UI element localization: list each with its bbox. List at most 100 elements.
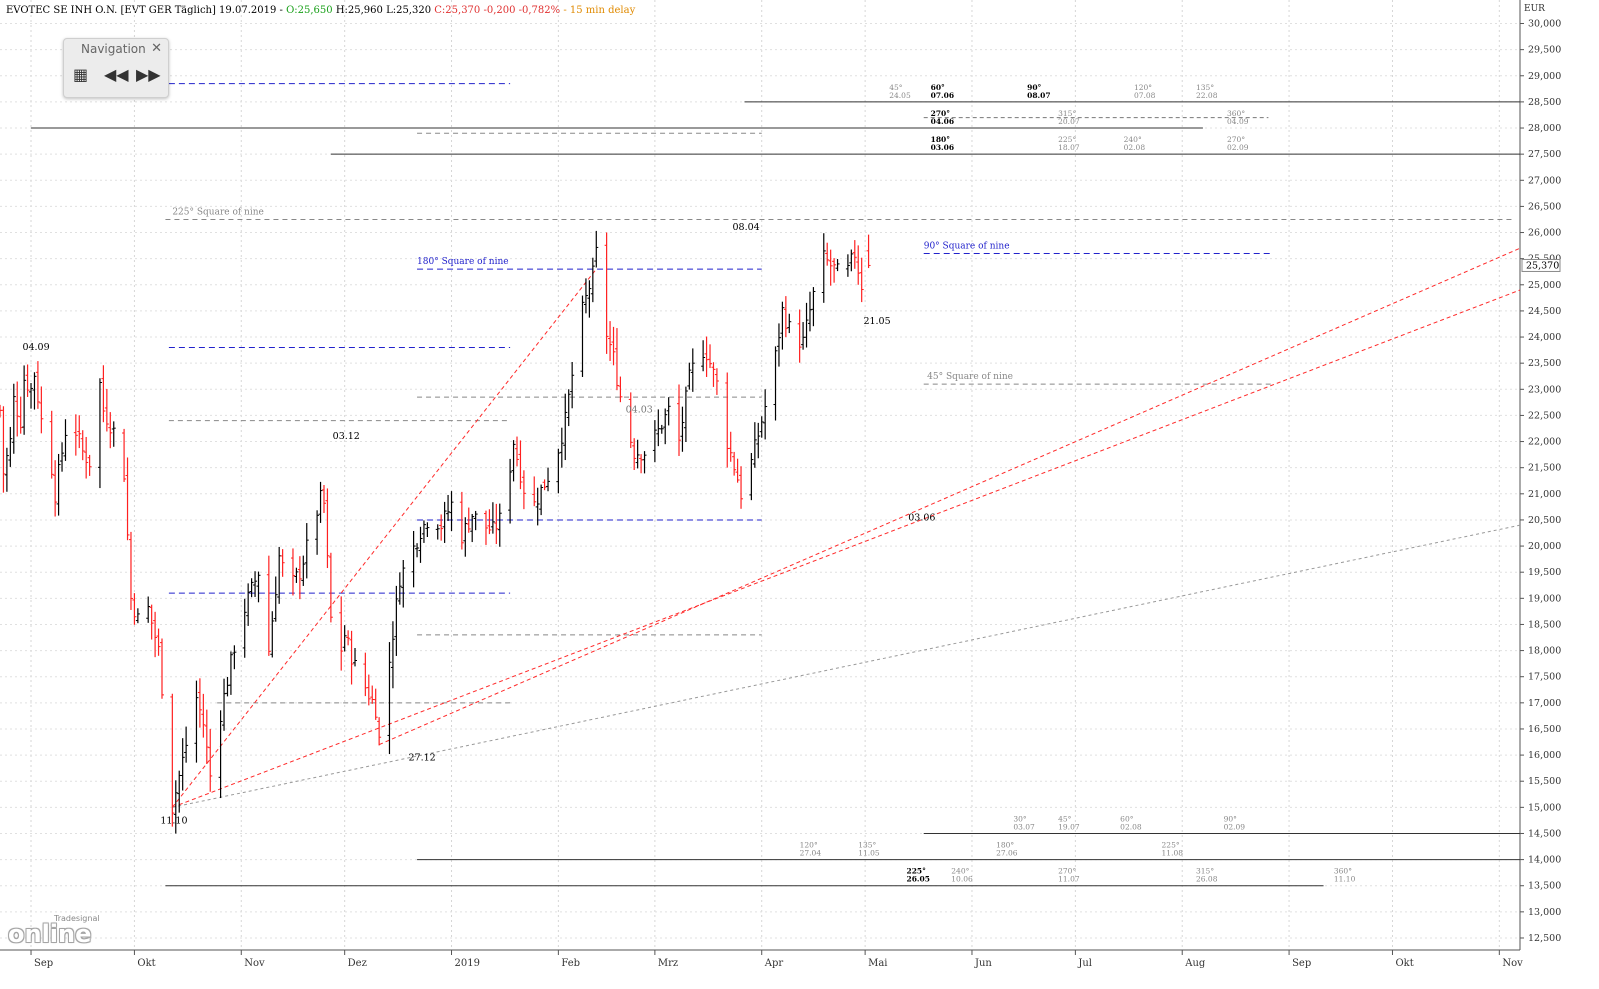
month-label: Sep — [1292, 958, 1311, 969]
price-bar — [104, 388, 109, 432]
price-bar — [497, 503, 502, 547]
month-label: Feb — [561, 958, 580, 969]
month-label: Okt — [1395, 958, 1413, 969]
price-bar — [535, 487, 540, 526]
price-bar — [559, 427, 564, 468]
month-label: Okt — [137, 958, 155, 969]
angle-degree-label: 45° — [889, 83, 903, 92]
price-bar — [425, 522, 430, 538]
price-bar — [73, 414, 78, 456]
angle-degree-label: 135° — [1196, 83, 1214, 92]
price-bar — [8, 426, 13, 467]
pivot-date-label: 11.10 — [160, 815, 187, 826]
navigation-panel[interactable]: Navigation ✕ ▦ ◀◀ ▶▶ — [63, 38, 169, 98]
price-bar — [421, 520, 426, 543]
angle-date-label: 02.08 — [1120, 822, 1142, 831]
price-label: 20,500 — [1528, 515, 1561, 526]
price-bar — [463, 517, 468, 557]
price-label: 28,500 — [1528, 97, 1561, 108]
angle-degree-label: 225° — [1162, 841, 1180, 850]
price-bar — [184, 726, 189, 763]
price-bar — [394, 585, 399, 656]
angle-date-label: 02.09 — [1227, 143, 1249, 152]
angle-degree-label: 240° — [1124, 135, 1142, 144]
price-bar — [832, 258, 837, 283]
rewind-icon[interactable]: ◀◀ — [104, 65, 129, 84]
price-bar — [556, 448, 561, 494]
price-bar — [466, 507, 471, 533]
price-bar — [15, 381, 20, 437]
fast-forward-icon[interactable]: ▶▶ — [136, 65, 161, 84]
close-icon[interactable]: ✕ — [151, 41, 162, 56]
price-bar — [856, 245, 861, 285]
price-label: 27,000 — [1528, 175, 1561, 186]
price-bar — [397, 572, 402, 605]
price-bar — [4, 447, 9, 492]
angle-date-label: 08.07 — [1027, 91, 1051, 100]
price-bar — [773, 346, 778, 421]
angle-date-label: 11.05 — [858, 849, 880, 858]
price-bar — [632, 438, 637, 470]
price-label: 30,000 — [1528, 19, 1561, 30]
price-bar — [663, 408, 668, 445]
price-bar — [511, 440, 516, 482]
high-low-price: H:25,960 L:25,320 — [335, 5, 432, 16]
angle-date-label: 03.07 — [1013, 822, 1035, 831]
price-bar — [459, 491, 464, 550]
price-label: 29,000 — [1528, 71, 1561, 82]
price-bar — [628, 392, 633, 449]
angle-degree-label: 60° — [1120, 814, 1134, 823]
angle-degree-label: 90° — [1224, 814, 1238, 823]
angle-date-label: 03.06 — [931, 143, 955, 152]
price-bar — [228, 651, 233, 695]
angle-date-label: 11.10 — [1334, 875, 1356, 884]
angle-date-label: 18.07 — [1058, 143, 1080, 152]
delay-notice: - 15 min delay — [563, 5, 636, 16]
price-bar — [518, 440, 523, 490]
price-label: 17,000 — [1528, 698, 1561, 709]
price-bar — [797, 309, 802, 363]
chart-header: EVOTEC SE INH O.N. [EVT GER Täglich] 19.… — [6, 5, 635, 16]
price-bar — [570, 362, 575, 409]
price-bar — [363, 652, 368, 697]
price-bar — [780, 301, 785, 350]
price-bar — [483, 510, 488, 545]
last-price-box — [1521, 258, 1561, 272]
price-bar — [297, 556, 302, 600]
angle-date-label: 04.09 — [1227, 117, 1249, 126]
month-label: Nov — [244, 958, 265, 969]
month-label: Nov — [1502, 958, 1523, 969]
angle-degree-label: 225° — [1058, 135, 1076, 144]
price-bar — [614, 328, 619, 391]
price-bar — [39, 386, 44, 434]
price-bar — [222, 678, 227, 731]
price-bar — [473, 510, 478, 531]
level-label: 45° Square of nine — [927, 372, 1013, 382]
angle-date-label: 26.08 — [1196, 875, 1218, 884]
price-bar — [732, 451, 737, 476]
price-bar — [449, 491, 454, 532]
month-label: Sep — [34, 958, 53, 969]
price-bar — [339, 596, 344, 671]
price-bar — [135, 608, 140, 624]
price-bar — [690, 348, 695, 392]
price-bar — [304, 523, 309, 579]
price-bar — [146, 596, 151, 623]
price-bar — [566, 389, 571, 427]
price-bar — [321, 485, 326, 513]
price-label: 15,500 — [1528, 776, 1561, 787]
grid-icon[interactable]: ▦ — [73, 65, 89, 84]
trend-line — [378, 247, 1521, 746]
price-bar — [845, 254, 850, 277]
price-bar — [201, 693, 206, 738]
price-bar — [725, 372, 730, 468]
angle-degree-label: 360° — [1334, 867, 1352, 876]
price-bar — [652, 420, 657, 463]
price-bar — [756, 422, 761, 459]
angle-date-label: 10.06 — [951, 875, 973, 884]
price-bar — [701, 340, 706, 372]
price-bar — [377, 717, 382, 746]
price-bar — [835, 259, 840, 272]
angle-date-label: 07.08 — [1134, 91, 1156, 100]
